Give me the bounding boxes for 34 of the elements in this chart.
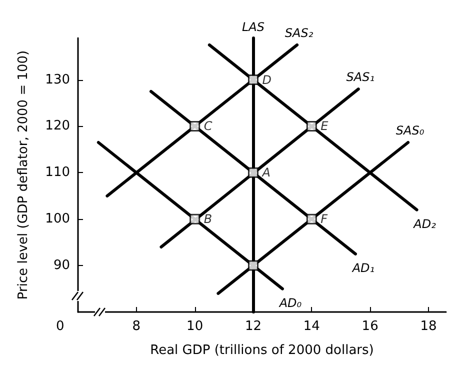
x-axis-title: Real GDP (trillions of 2000 dollars) [150, 343, 374, 358]
x-tick-label: 14 [303, 319, 320, 334]
series-label: AD₂ [412, 216, 436, 231]
series-label: SAS₁ [346, 70, 375, 84]
annotation: F [320, 212, 329, 226]
point [248, 167, 258, 178]
y-tick-label: 120 [45, 118, 70, 134]
point [306, 120, 317, 132]
series-label: AD₁ [351, 260, 375, 275]
point [190, 120, 200, 132]
text: 0 [56, 319, 64, 334]
ref-line-label: LAS [242, 20, 265, 34]
y-tick-label: 130 [45, 72, 70, 88]
y-axis-title: Price level (GDP deflator, 2000 = 100) [16, 50, 31, 300]
x-tick-label: 16 [362, 319, 378, 334]
point [248, 74, 258, 86]
y-tick-label: 110 [45, 165, 70, 180]
x-tick-label: 18 [420, 319, 437, 334]
series-label: AD₀ [278, 296, 302, 310]
point [248, 260, 258, 271]
annotation: A [261, 166, 270, 180]
y-tick-label: 90 [53, 258, 70, 274]
point [190, 214, 200, 224]
annotation: E [320, 119, 329, 134]
x-tick-label: 8 [132, 319, 141, 334]
annotation: B [204, 212, 212, 226]
x-tick-label: 12 [244, 319, 262, 334]
y-tick-label: 100 [45, 212, 70, 227]
series-label: SAS₂ [284, 26, 314, 40]
x-tick-label: 10 [186, 319, 204, 334]
series-label: SAS₀ [396, 123, 424, 138]
annotation: C [204, 119, 213, 134]
point [306, 214, 317, 224]
annotation: D [262, 72, 272, 87]
